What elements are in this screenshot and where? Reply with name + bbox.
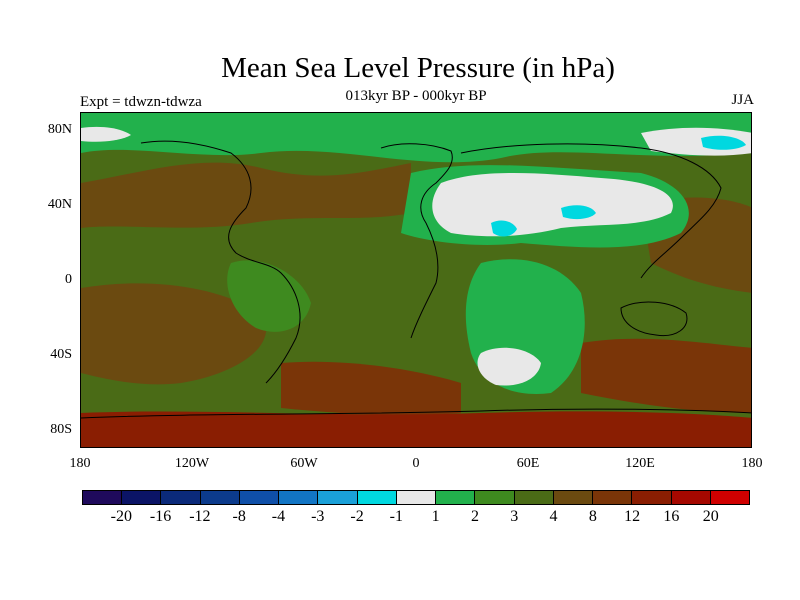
- lon-tick-120e: 120E: [625, 456, 655, 471]
- colorbar-box: [553, 491, 594, 504]
- colorbar-label: -1: [389, 508, 403, 525]
- field-cyan-central-asia: [561, 205, 596, 220]
- coast-americas: [140, 140, 301, 384]
- colorbar-box: [318, 491, 358, 504]
- colorbar-box: [357, 491, 397, 504]
- colorbar-box: [710, 491, 749, 504]
- colorbar-label: 4: [549, 508, 558, 525]
- colorbar-label: 12: [624, 508, 641, 525]
- field-green-south-america: [227, 260, 311, 332]
- field-brown-north-pacific: [81, 162, 411, 228]
- pressure-fields: [81, 113, 751, 447]
- field-dark-antarctic: [81, 411, 751, 447]
- coast-europe-africa: [380, 143, 453, 339]
- lat-tick-80n: 80N: [47, 122, 72, 137]
- map-panel: [80, 112, 752, 448]
- colorbar-box: [593, 491, 633, 504]
- colorbar-label: 1: [431, 508, 440, 525]
- colorbar-box: [514, 491, 554, 504]
- lat-tick-40n: 40N: [47, 197, 72, 212]
- pressure-anomaly-map: [81, 113, 751, 447]
- coast-australia: [620, 301, 688, 337]
- colorbar-box: [671, 491, 711, 504]
- lat-tick-0: 0: [65, 272, 72, 287]
- field-brown-south-indian: [581, 338, 751, 413]
- field-white-asia: [432, 173, 673, 237]
- field-cyan-arabia: [491, 220, 517, 237]
- period-label: 013kyr BP - 000kyr BP: [345, 88, 487, 104]
- lat-tick-80s: 80S: [50, 422, 72, 437]
- coast-asia: [460, 143, 722, 279]
- colorbar: [82, 490, 750, 505]
- colorbar-box: [122, 491, 162, 504]
- lon-tick-180w: 180: [69, 456, 91, 471]
- colorbar-label: 20: [702, 508, 719, 525]
- colorbar-box: [279, 491, 319, 504]
- colorbar-label: 8: [588, 508, 597, 525]
- coast-antarctica: [81, 408, 751, 419]
- lon-tick-60w: 60W: [290, 456, 318, 471]
- colorbar-box: [436, 491, 476, 504]
- colorbar-box: [200, 491, 240, 504]
- colorbar-label: 16: [663, 508, 680, 525]
- colorbar-label: 3: [510, 508, 519, 525]
- field-brown-south-pacific: [81, 283, 267, 385]
- lon-tick-180e: 180: [741, 456, 763, 471]
- lon-tick-0: 0: [412, 456, 420, 471]
- colorbar-label: -4: [271, 508, 286, 525]
- field-cyan-northeast: [701, 135, 746, 150]
- field-green-arctic: [81, 113, 751, 163]
- colorbar-box: [239, 491, 280, 504]
- colorbar-label: -12: [189, 508, 211, 525]
- colorbar-box: [161, 491, 201, 504]
- experiment-label: Expt = tdwzn-tdwza: [80, 94, 202, 110]
- colorbar-label: -3: [311, 508, 325, 525]
- colorbar-label: 2: [470, 508, 479, 525]
- map-title: Mean Sea Level Pressure (in hPa): [221, 52, 615, 84]
- coastlines: [81, 140, 751, 419]
- colorbar-box: [632, 491, 672, 504]
- season-label: JJA: [731, 92, 754, 108]
- field-white-south-indian: [477, 347, 541, 386]
- colorbar-box: [396, 491, 437, 504]
- lat-tick-40s: 40S: [50, 347, 72, 362]
- colorbar-box: [83, 491, 123, 504]
- colorbar-label: -8: [232, 508, 246, 525]
- colorbar-box: [475, 491, 515, 504]
- colorbar-label: -2: [350, 508, 364, 525]
- field-brown-south-atlantic: [281, 361, 461, 416]
- lon-tick-60e: 60E: [516, 456, 540, 471]
- lon-tick-120w: 120W: [174, 456, 210, 471]
- colorbar-label: -16: [149, 508, 172, 525]
- field-white-alaska: [81, 126, 131, 142]
- colorbar-label: -20: [110, 508, 132, 525]
